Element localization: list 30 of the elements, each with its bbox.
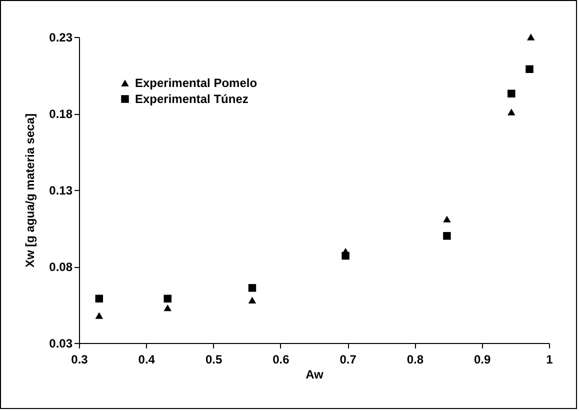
point [342, 248, 350, 255]
x-tick-label: 0.5 [205, 352, 222, 366]
point [443, 232, 451, 240]
x-tick-label: 0.7 [340, 352, 357, 366]
x-tick-label: 0.3 [71, 352, 88, 366]
point [508, 90, 516, 98]
point [248, 284, 256, 292]
point [95, 312, 104, 319]
y-tick-label: 0.03 [49, 336, 73, 350]
point [164, 304, 172, 312]
y-axis-title: Xw [g agua/g materia seca] [23, 113, 38, 268]
x-tick-label: 1 [546, 352, 554, 366]
x-tick-label: 0.8 [406, 352, 424, 366]
x-tick-label: 0.6 [272, 352, 290, 366]
y-tick-label: 0.23 [49, 30, 73, 44]
x-axis-title: Aw [306, 368, 324, 382]
point [164, 294, 172, 303]
point [526, 65, 534, 74]
point [248, 296, 256, 304]
x-tick-label: 0.9 [474, 352, 492, 366]
y-tick-label: 0.18 [49, 107, 73, 121]
legend-label: Experimental Túnez [135, 92, 248, 106]
legend-label: Experimental Pomelo [135, 76, 258, 90]
y-tick-label: 0.13 [49, 184, 73, 198]
point [527, 34, 535, 40]
y-tick-label: 0.08 [49, 260, 73, 274]
x-tick-label: 0.4 [138, 352, 156, 366]
point [508, 108, 516, 116]
point [95, 294, 104, 303]
point [443, 216, 451, 222]
